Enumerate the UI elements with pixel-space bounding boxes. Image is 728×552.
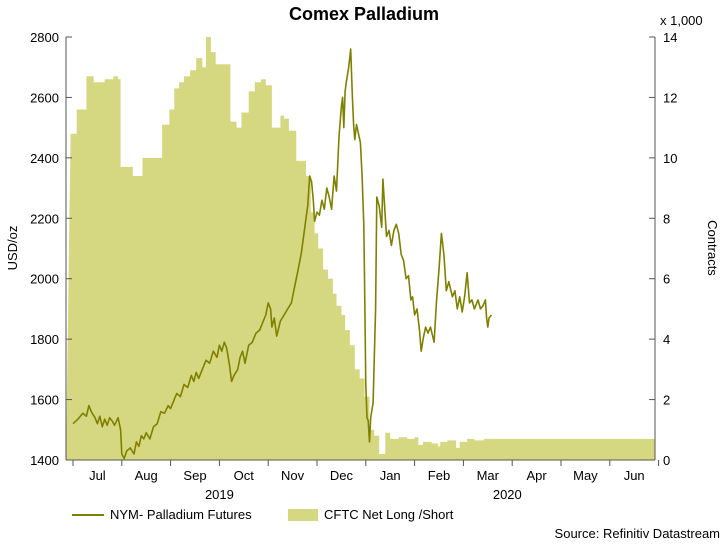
year-label: 2019	[205, 487, 234, 502]
month-label: May	[573, 468, 598, 483]
month-label: Dec	[330, 468, 354, 483]
cftc-net-area	[66, 37, 655, 460]
month-label: Nov	[281, 468, 305, 483]
right-tick-label: 12	[663, 90, 677, 105]
left-tick-label: 2000	[30, 272, 59, 287]
month-label: Apr	[526, 468, 547, 483]
month-label: Aug	[135, 468, 158, 483]
left-axis-title: USD/oz	[5, 226, 20, 271]
right-tick-label: 14	[663, 30, 677, 45]
palladium-futures-line	[72, 48, 493, 460]
axes-layer: 1400 1600 1800 2000 2200 2400 2600 2800 0 2 4 6 8 10 1…	[30, 30, 677, 502]
right-tick-label: 0	[663, 453, 670, 468]
legend-label-cftc: CFTC Net Long /Short	[324, 507, 454, 522]
month-label: Jan	[380, 468, 401, 483]
month-label: Feb	[428, 468, 450, 483]
source-note: Source: Refinitiv Datastream	[555, 526, 720, 541]
legend: NYM- Palladium Futures CFTC Net Long /Sh…	[72, 507, 454, 522]
left-tick-label: 1800	[30, 332, 59, 347]
month-label: Sep	[183, 468, 206, 483]
left-tick-label: 2400	[30, 151, 59, 166]
legend-label-futures: NYM- Palladium Futures	[110, 507, 252, 522]
plot-area: 1400 1600 1800 2000 2200 2400 2600 2800 0 2 4 6 8 10 1…	[30, 30, 677, 502]
cftc-area-layer	[66, 37, 655, 460]
right-tick-label: 10	[663, 151, 677, 166]
palladium-line-layer	[72, 48, 493, 460]
left-tick-label: 2200	[30, 211, 59, 226]
right-tick-label: 4	[663, 332, 670, 347]
right-tick-label: 2	[663, 393, 670, 408]
year-label: 2020	[493, 487, 522, 502]
right-axis-multiplier: x 1,000	[660, 13, 703, 28]
left-tick-label: 2600	[30, 90, 59, 105]
left-tick-label: 1400	[30, 453, 59, 468]
right-axis-title: Contracts	[705, 220, 720, 276]
left-tick-label: 1600	[30, 393, 59, 408]
chart-title: Comex Palladium	[289, 4, 439, 24]
month-label: Jun	[624, 468, 645, 483]
left-tick-label: 2800	[30, 30, 59, 45]
month-label: Mar	[477, 468, 500, 483]
month-label: Oct	[234, 468, 255, 483]
right-tick-label: 6	[663, 272, 670, 287]
legend-area-swatch	[288, 509, 318, 521]
right-tick-label: 8	[663, 211, 670, 226]
month-label: Jul	[89, 468, 106, 483]
